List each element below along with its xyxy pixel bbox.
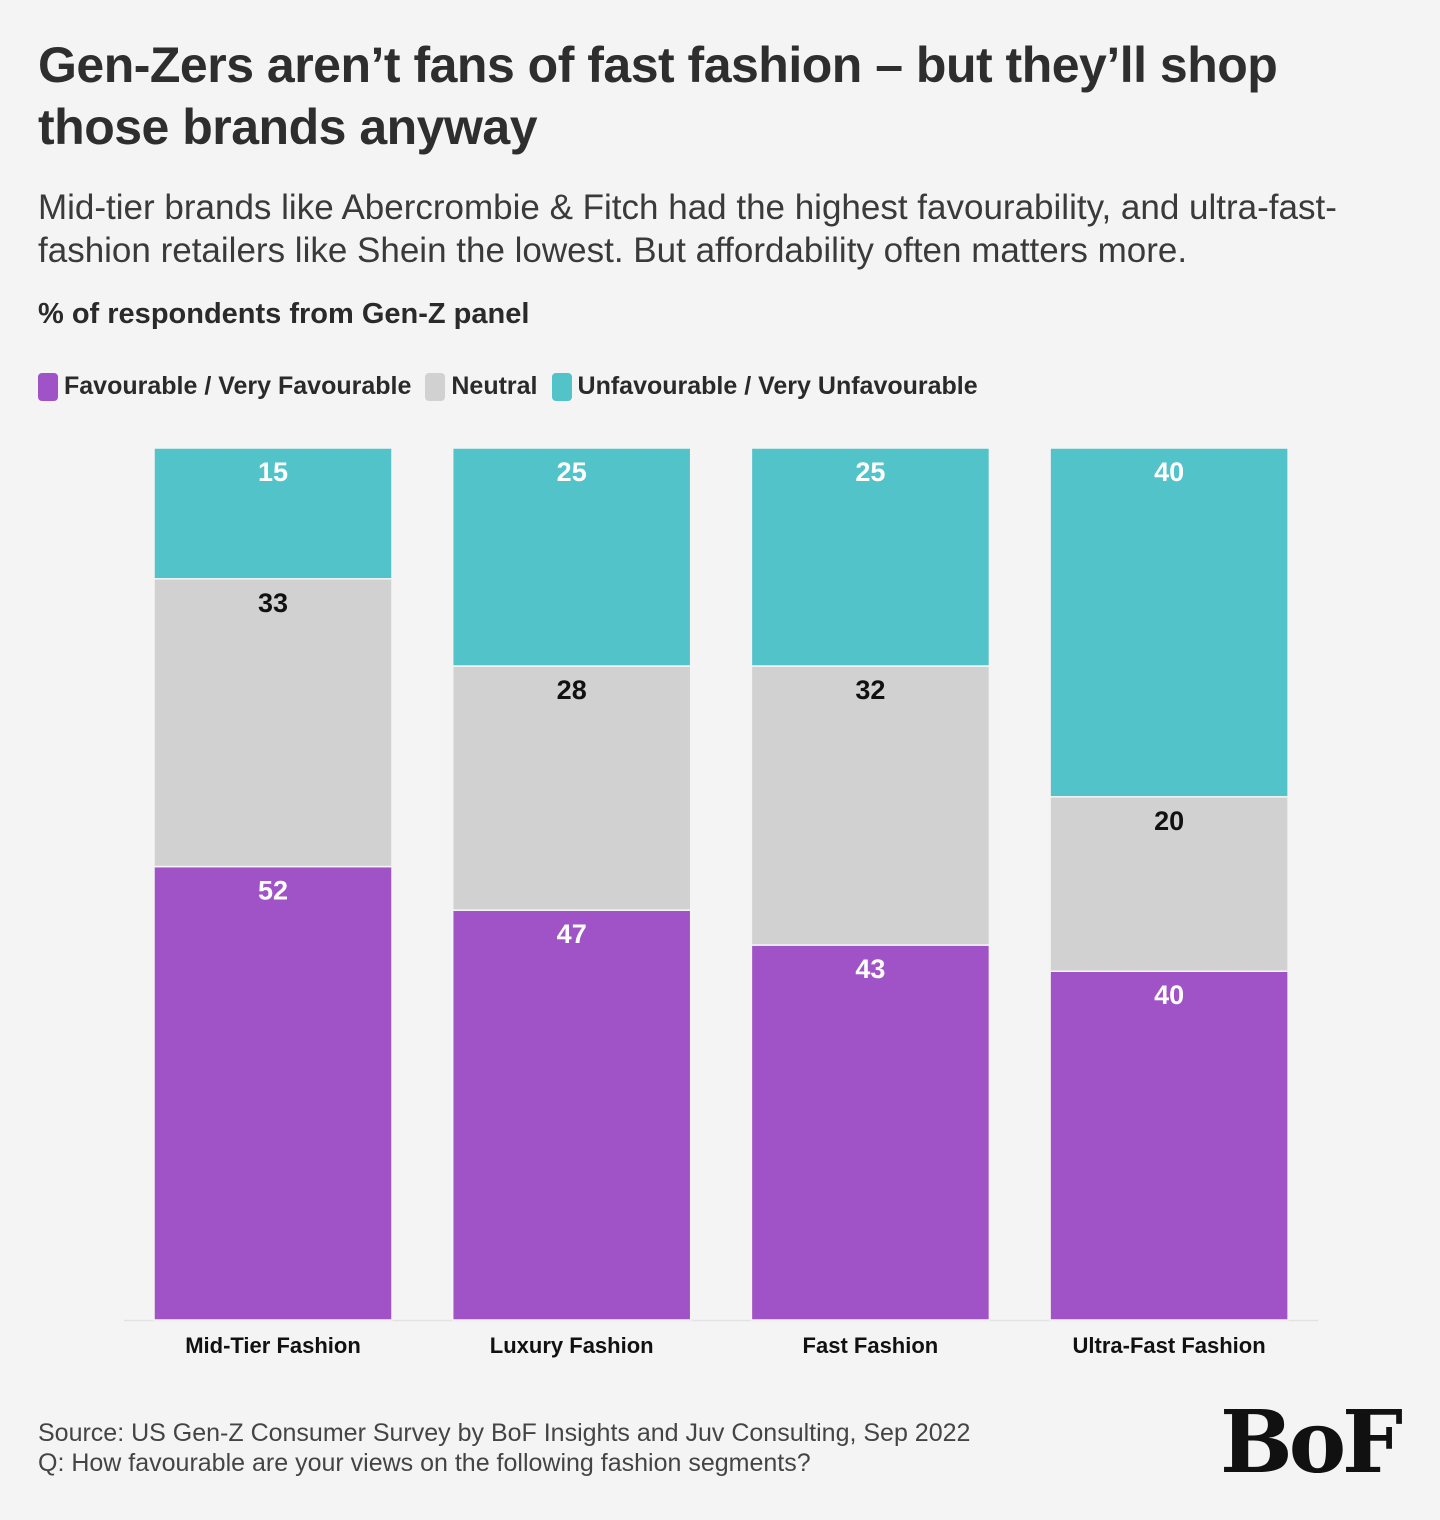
question-line: Q: How favourable are your views on the …	[38, 1449, 811, 1477]
category-label: Mid-Tier Fashion	[185, 1333, 361, 1358]
bar-segment	[1049, 970, 1289, 1321]
bar-segment	[750, 447, 991, 667]
bar-segment	[451, 665, 692, 911]
legend-swatch-unfavourable	[551, 372, 572, 401]
chart-title: Gen-Zers aren’t fans of fast fashion – b…	[38, 37, 1278, 155]
data-label: 47	[557, 919, 587, 949]
source-note: Source: US Gen-Z Consumer Survey by BoF …	[38, 1418, 970, 1478]
bar-segment	[750, 944, 991, 1321]
unit-label: % of respondents from Gen-Z panel	[38, 298, 530, 330]
data-label: 25	[557, 457, 587, 487]
bar-segment	[153, 865, 393, 1321]
data-label: 28	[557, 675, 587, 705]
bar-segment	[750, 665, 991, 946]
data-label: 20	[1154, 806, 1184, 836]
bar-segment	[451, 447, 692, 667]
category-label: Ultra-Fast Fashion	[1073, 1333, 1266, 1358]
bof-logo: BoF	[1220, 1392, 1403, 1493]
legend: Favourable / Very Favourable Neutral Unf…	[38, 372, 992, 401]
bar-segment	[153, 578, 393, 868]
data-label: 15	[258, 457, 288, 487]
legend-swatch-favourable	[38, 372, 58, 401]
legend-item-favourable: Favourable / Very Favourable	[38, 372, 411, 401]
legend-item-unfavourable: Unfavourable / Very Unfavourable	[551, 372, 978, 401]
data-label: 33	[258, 588, 288, 618]
legend-label-favourable: Favourable / Very Favourable	[64, 372, 412, 400]
category-label: Fast Fashion	[803, 1333, 939, 1358]
data-label: 43	[855, 954, 885, 984]
data-label: 40	[1154, 980, 1184, 1010]
data-label: 40	[1154, 457, 1184, 487]
chart-subtitle: Mid-tier brands like Abercrombie & Fitch…	[38, 188, 1337, 270]
source-line: Source: US Gen-Z Consumer Survey by BoF …	[38, 1419, 971, 1447]
legend-label-unfavourable: Unfavourable / Very Unfavourable	[577, 372, 978, 400]
legend-label-neutral: Neutral	[451, 372, 538, 400]
stacked-bar-chart: 52 33 15 Mid-Tier Fashion 47 28 25 Luxury Fashi…	[124, 447, 1318, 1358]
legend-item-neutral: Neutral	[425, 372, 538, 401]
bar-segment	[153, 447, 393, 580]
data-label: 25	[855, 457, 885, 487]
bar-segment	[451, 909, 692, 1321]
legend-swatch-neutral	[425, 372, 446, 401]
bar-segment	[1049, 447, 1289, 798]
category-label: Luxury Fashion	[490, 1333, 654, 1358]
bar-segment	[1049, 796, 1289, 972]
data-label: 52	[258, 876, 288, 906]
data-label: 32	[855, 675, 885, 705]
